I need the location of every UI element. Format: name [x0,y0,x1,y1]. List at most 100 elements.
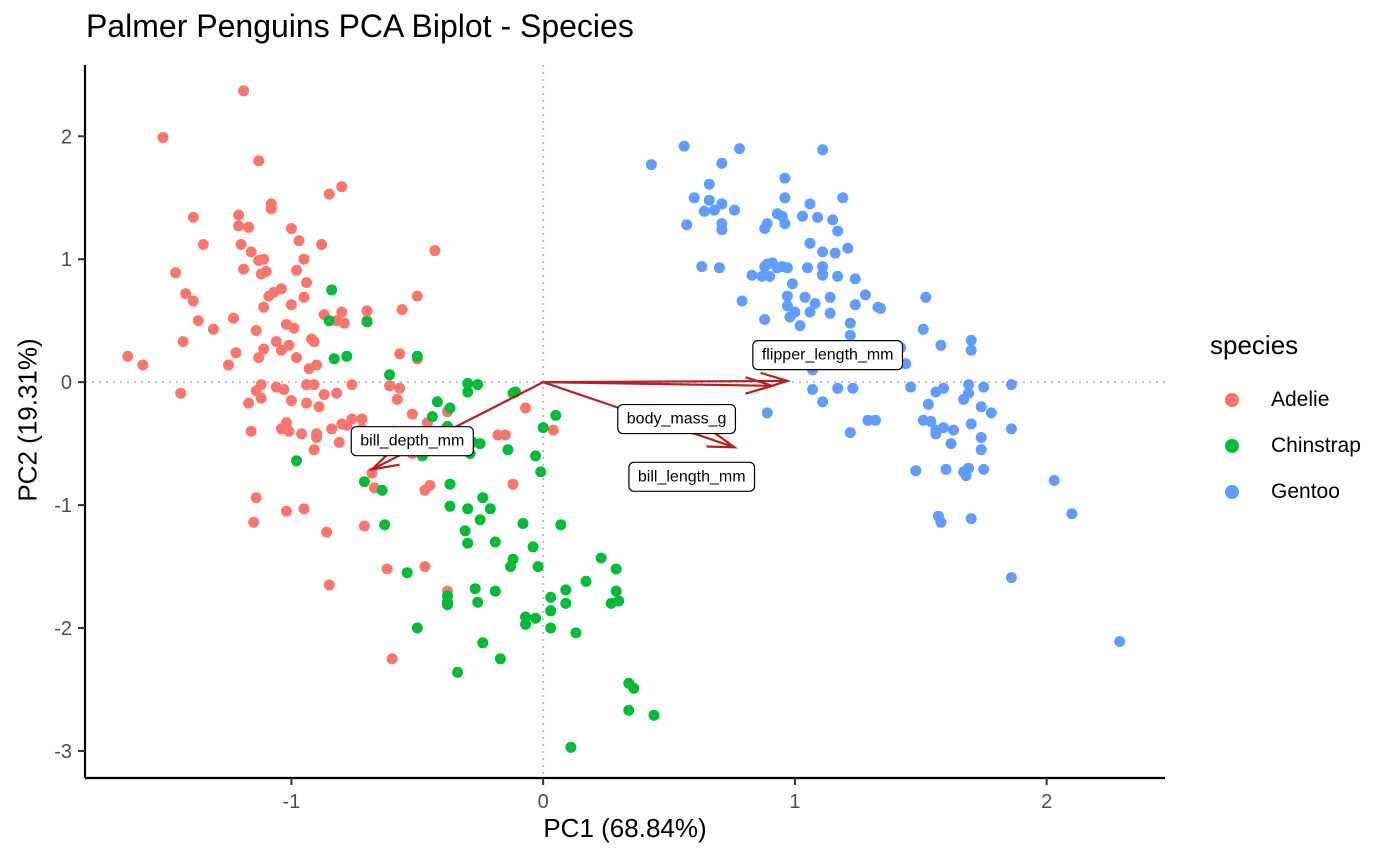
point-chinstrap [484,503,496,515]
point-gentoo [779,172,791,184]
point-gentoo [875,302,886,314]
point-chinstrap [648,709,660,721]
data-points [122,85,1126,753]
arrow-body_mass_g [543,381,773,387]
point-gentoo [859,289,871,301]
point-gentoo [832,382,844,394]
point-adelie [336,306,348,318]
x-tick-label: 1 [789,791,800,813]
point-chinstrap [376,484,388,496]
arrowhead-bill_length_mm [706,429,739,449]
point-adelie [298,253,310,265]
point-adelie [306,333,318,345]
point-gentoo [824,291,836,303]
point-gentoo [917,323,929,335]
point-adelie [192,315,204,327]
legend-label-gentoo: Gentoo [1271,480,1340,503]
point-adelie [175,387,187,399]
point-adelie [316,239,328,250]
point-chinstrap [444,500,456,512]
point-adelie [298,503,310,515]
point-chinstrap [595,552,607,564]
point-adelie [326,423,338,435]
point-chinstrap [462,537,474,549]
point-gentoo [827,214,839,226]
point-adelie [298,291,310,303]
point-chinstrap [472,379,484,391]
point-gentoo [703,194,715,206]
point-gentoo [779,192,791,204]
point-chinstrap [442,599,453,611]
point-chinstrap [474,438,486,450]
point-adelie [157,132,169,143]
point-adelie [263,290,275,302]
point-chinstrap [411,350,423,362]
point-adelie [381,563,393,575]
point-adelie [308,379,320,391]
point-chinstrap [545,591,557,603]
point-gentoo [761,407,773,419]
point-gentoo [746,269,758,281]
point-adelie [278,384,290,395]
loading-label-text: bill_length_mm [638,468,746,485]
point-adelie [253,255,265,266]
y-tick-label: 1 [61,249,72,271]
point-chinstrap [527,541,539,553]
legend-item-chinstrap: Chinstrap [1210,423,1361,469]
point-chinstrap [462,386,474,398]
point-gentoo [713,262,725,274]
point-adelie [243,221,255,233]
point-adelie [547,424,559,436]
point-gentoo [1005,379,1017,391]
point-gentoo [696,261,708,273]
point-adelie [255,392,267,404]
point-gentoo [804,306,816,318]
point-gentoo [1066,508,1078,520]
legend-title: species [1210,330,1299,360]
point-chinstrap [469,583,481,595]
point-adelie [311,432,323,443]
point-gentoo [708,204,720,216]
point-chinstrap [474,514,486,526]
point-chinstrap [426,411,438,423]
point-chinstrap [477,637,489,649]
point-chinstrap [384,369,396,381]
axes: -1 0 1 2 -3 -2 -1 0 1 2 [54,65,1165,813]
point-adelie [258,301,270,313]
point-gentoo [807,384,819,395]
point-gentoo [920,291,932,303]
loading-label-body_mass_g: body_mass_g [617,403,737,435]
point-gentoo [698,205,710,217]
point-adelie [235,239,247,250]
point-adelie [253,155,265,167]
point-gentoo [716,224,728,236]
point-gentoo [824,307,836,319]
loading-label-box [628,461,756,492]
point-chinstrap [341,350,353,362]
point-adelie [245,246,257,258]
point-gentoo [862,414,874,426]
point-gentoo [804,237,816,249]
point-adelie [331,387,343,399]
point-adelie [207,323,219,335]
point-gentoo [1114,636,1126,647]
point-gentoo [849,273,861,285]
point-gentoo [978,381,990,393]
point-gentoo [804,198,816,210]
point-adelie [333,436,345,448]
loading-labels: flipper_length_mm body_mass_g bill_length_… [350,340,904,492]
point-gentoo [809,298,821,309]
point-chinstrap [379,519,391,531]
point-gentoo [729,204,740,216]
point-adelie [250,325,262,336]
legend: species Adelie Chinstrap Gentoo [1210,330,1361,515]
point-adelie [366,467,378,479]
point-gentoo [786,278,798,290]
point-adelie [301,397,312,409]
point-gentoo [797,210,808,222]
point-gentoo [975,432,987,443]
point-chinstrap [291,455,302,467]
y-tick-label: -2 [54,618,72,640]
point-adelie [170,267,182,279]
point-gentoo [716,198,728,210]
